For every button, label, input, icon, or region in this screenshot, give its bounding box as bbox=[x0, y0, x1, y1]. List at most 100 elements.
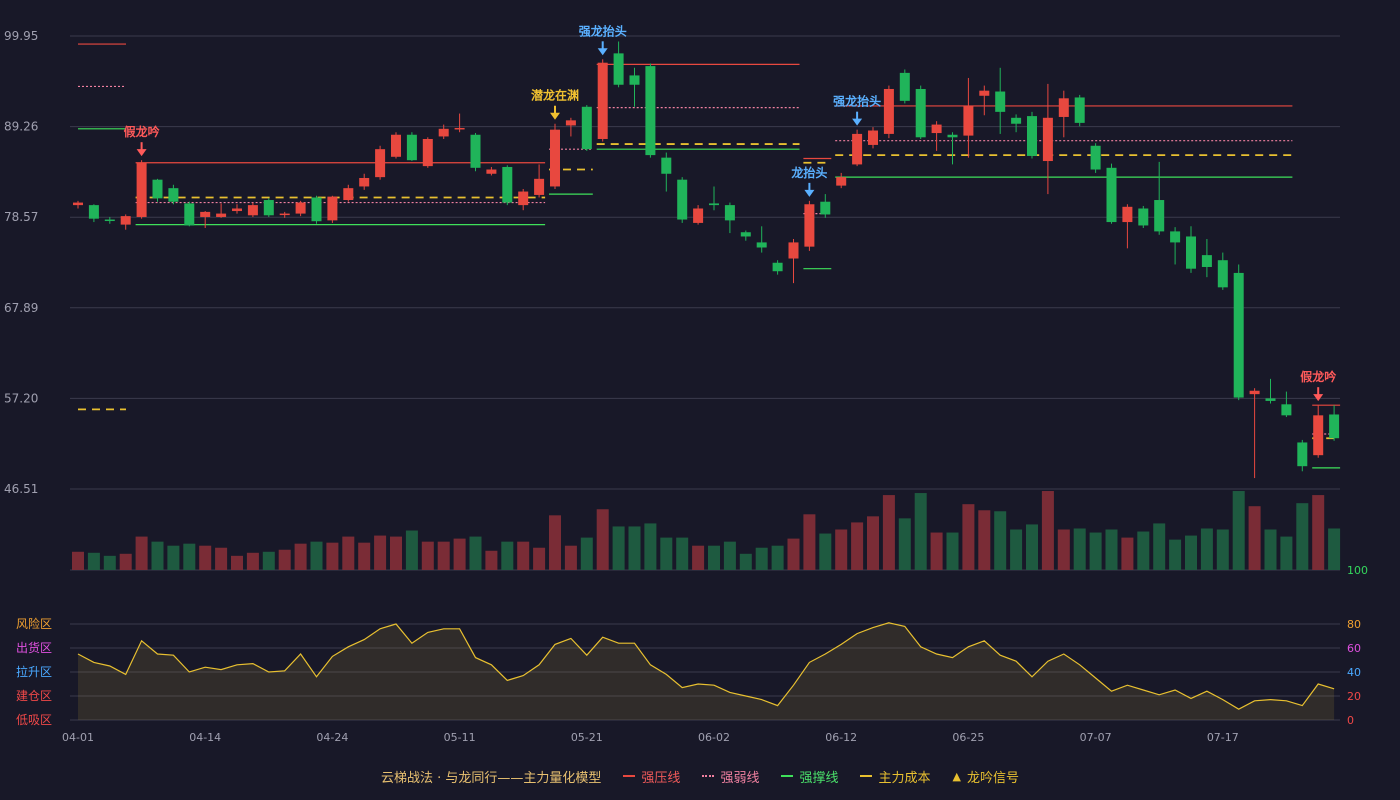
volume-bar bbox=[231, 555, 243, 570]
volume-bar bbox=[103, 555, 116, 570]
volume-bar bbox=[1073, 528, 1086, 570]
candle-body bbox=[104, 219, 115, 222]
signal-arrow-icon bbox=[1313, 394, 1324, 402]
volume-bar bbox=[485, 550, 498, 570]
zone-label: 出货区 bbox=[16, 640, 52, 655]
volume-bar bbox=[1041, 491, 1054, 570]
signal-marker: 龙抬头 bbox=[791, 165, 827, 197]
candle-body bbox=[756, 242, 767, 248]
candle-body bbox=[788, 242, 799, 259]
volume-bar bbox=[1153, 523, 1166, 570]
candle-body bbox=[279, 213, 290, 216]
candle-body bbox=[629, 75, 640, 85]
candle-body bbox=[327, 196, 338, 221]
volume-bar bbox=[1089, 532, 1102, 570]
candle-body bbox=[1154, 200, 1165, 232]
volume-bar bbox=[1185, 535, 1197, 570]
candle-body bbox=[645, 66, 656, 156]
x-tick-label: 04-01 bbox=[62, 731, 94, 744]
volume-bar bbox=[692, 545, 705, 570]
indicator-tick-label: 100 bbox=[1347, 564, 1368, 577]
signal-marker: 假龙吟 bbox=[1300, 369, 1336, 402]
candle-body bbox=[1186, 236, 1196, 269]
candle-body bbox=[597, 62, 608, 139]
candle-body bbox=[1313, 415, 1324, 456]
candle-body bbox=[852, 133, 863, 165]
triangle-icon: ▲ bbox=[952, 769, 961, 783]
candle-body bbox=[359, 177, 370, 187]
candle-body bbox=[1170, 231, 1181, 243]
volume-bar bbox=[771, 545, 784, 570]
volume-bar bbox=[72, 551, 84, 570]
signal-arrow-icon bbox=[550, 112, 560, 120]
candle-body bbox=[868, 130, 878, 145]
volume-bar bbox=[612, 526, 625, 570]
volume-bar bbox=[246, 552, 259, 570]
signal-marker: 潜龙在渊 bbox=[531, 88, 579, 120]
volume-bar bbox=[1264, 529, 1277, 570]
candle-body bbox=[979, 90, 990, 96]
signal-marker: 假龙吟 bbox=[124, 124, 160, 157]
volume-bar bbox=[358, 542, 371, 570]
signal-marker: 强龙抬头 bbox=[833, 94, 881, 126]
x-tick-label: 07-17 bbox=[1207, 731, 1239, 744]
volume-bar bbox=[1026, 524, 1038, 570]
candle-body bbox=[295, 202, 306, 214]
candle-body bbox=[1027, 116, 1037, 156]
volume-bar bbox=[278, 549, 291, 570]
pressure-line-swatch bbox=[623, 775, 636, 777]
volume-bar bbox=[1312, 495, 1325, 570]
candle-body bbox=[1217, 260, 1228, 288]
volume-bar bbox=[501, 541, 514, 570]
candle-body bbox=[1138, 208, 1149, 226]
candle-body bbox=[120, 216, 131, 225]
x-tick-label: 05-21 bbox=[571, 731, 603, 744]
signal-label: 假龙吟 bbox=[1300, 369, 1336, 384]
volume-bar bbox=[390, 536, 402, 570]
candle-body bbox=[1042, 117, 1053, 162]
signal-arrow-icon bbox=[597, 48, 608, 56]
candle-body bbox=[883, 88, 894, 134]
candle-body bbox=[963, 105, 974, 136]
volume-bar bbox=[1137, 531, 1150, 570]
volume-bar bbox=[1328, 528, 1341, 570]
volume-bar bbox=[962, 504, 975, 570]
x-tick-label: 07-07 bbox=[1080, 731, 1112, 744]
candle-body bbox=[1122, 206, 1133, 223]
legend-label-weak: 强弱线 bbox=[720, 770, 760, 786]
volume-bar bbox=[596, 509, 609, 570]
legend-item-cost: 主力成本 bbox=[860, 767, 930, 786]
x-tick-label: 06-12 bbox=[825, 731, 857, 744]
volume-bar bbox=[1232, 491, 1245, 570]
volume-bar bbox=[342, 536, 355, 570]
volume-bar bbox=[119, 553, 132, 570]
volume-bar bbox=[374, 535, 387, 570]
volume-bar bbox=[453, 538, 466, 570]
volume-bar bbox=[1121, 537, 1134, 570]
candle-body bbox=[232, 208, 242, 212]
x-tick-label: 04-14 bbox=[189, 731, 221, 744]
volume-bar bbox=[580, 537, 593, 570]
x-tick-label: 05-11 bbox=[444, 731, 476, 744]
candle-body bbox=[947, 134, 958, 138]
candle-body bbox=[550, 129, 560, 187]
candle-body bbox=[454, 127, 465, 130]
candle-body bbox=[1297, 442, 1308, 467]
y-tick-label: 78.57 bbox=[4, 210, 38, 224]
volume-bar bbox=[533, 547, 546, 570]
volume-bar bbox=[1216, 529, 1229, 570]
candle-body bbox=[136, 162, 147, 217]
candle-body bbox=[724, 205, 735, 221]
volume-bar bbox=[994, 511, 1007, 570]
signal-marker: 强龙抬头 bbox=[579, 23, 627, 56]
volume-bar bbox=[1280, 536, 1293, 570]
volume-bar bbox=[437, 541, 450, 570]
x-tick-label: 04-24 bbox=[316, 731, 348, 744]
candle-body bbox=[1281, 404, 1292, 416]
candle-body bbox=[772, 262, 783, 272]
signal-arrow-icon bbox=[852, 118, 863, 126]
volume-bar bbox=[755, 547, 768, 570]
candle-body bbox=[915, 88, 926, 138]
volume-bar bbox=[183, 543, 196, 570]
